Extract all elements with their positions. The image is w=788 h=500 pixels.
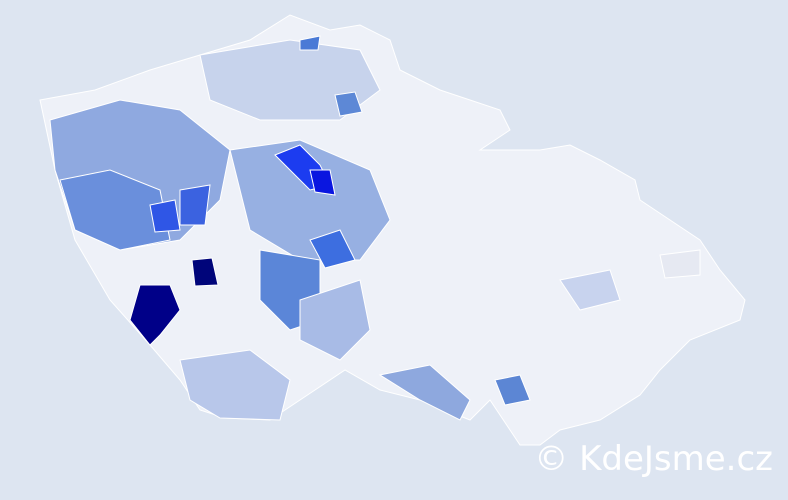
- region: [378, 364, 471, 421]
- region: [309, 169, 336, 196]
- region: [129, 284, 181, 346]
- region: [59, 169, 171, 251]
- watermark: © KdeJsme.cz: [534, 439, 773, 479]
- region: [149, 199, 181, 233]
- region: [494, 374, 531, 406]
- region: [191, 257, 219, 287]
- region: [299, 279, 371, 361]
- region: [299, 35, 321, 51]
- region: [334, 91, 363, 117]
- region: [179, 349, 291, 421]
- region: [229, 139, 391, 261]
- region: [179, 184, 211, 226]
- region: [659, 249, 701, 279]
- region: [559, 269, 621, 311]
- region: [309, 229, 356, 269]
